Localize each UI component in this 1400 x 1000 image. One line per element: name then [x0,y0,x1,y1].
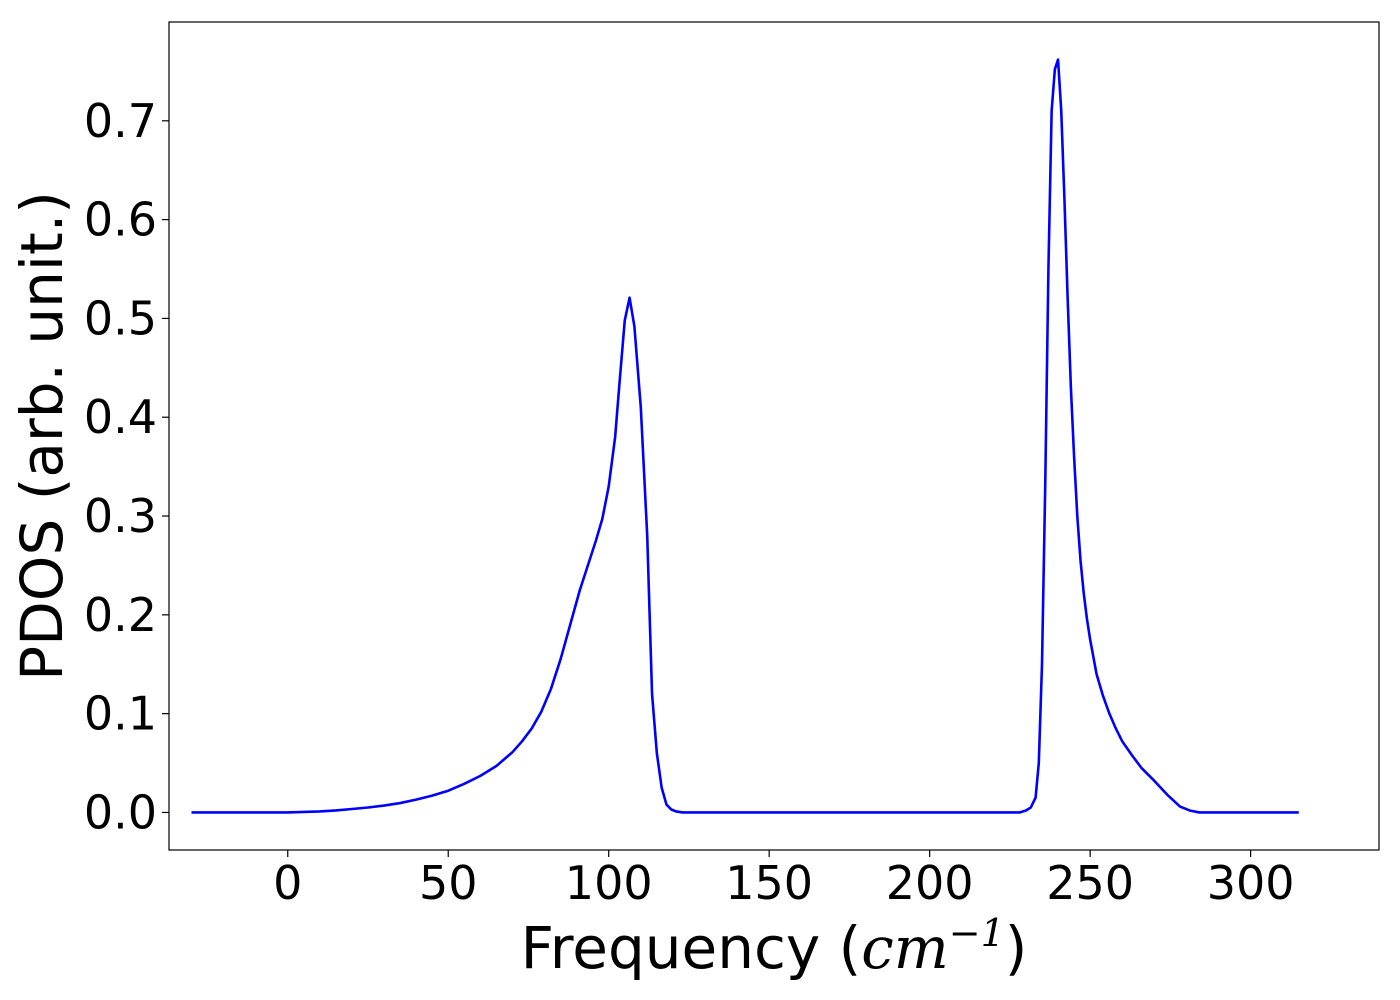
series-layer [191,58,1299,814]
x-axis-title: Frequency (cm−1) [521,911,1028,982]
x-tick-label: 0 [273,856,302,910]
y-tick-label: 0.1 [84,687,157,741]
plot-frame [168,21,1380,851]
pdos-series-line [191,58,1299,814]
y-tick-label: 0.6 [84,193,157,247]
y-tick-label: 0.0 [84,785,157,839]
x-tick-label: 150 [725,856,813,910]
x-axis-ticks: 0 50 100 150 200 250 300 [273,850,1295,910]
x-tick-label: 50 [419,856,478,910]
y-tick-label: 0.3 [84,489,157,543]
y-tick-label: 0.5 [84,291,157,345]
y-axis-ticks: 0.0 0.1 0.2 0.3 0.4 0.5 0.6 0.7 [84,94,169,839]
x-tick-label: 200 [886,856,974,910]
x-tick-label: 100 [565,856,653,910]
y-tick-label: 0.2 [84,588,157,642]
y-tick-label: 0.7 [84,94,157,148]
x-tick-label: 250 [1046,856,1134,910]
x-axis-unit: cm [861,914,948,982]
x-axis-title-text: Frequency [521,914,821,982]
y-axis-title: PDOS (arb. unit.) [8,191,76,681]
x-axis-unit-exponent: −1 [949,911,1005,955]
x-tick-label: 300 [1207,856,1295,910]
y-tick-label: 0.4 [84,390,157,444]
